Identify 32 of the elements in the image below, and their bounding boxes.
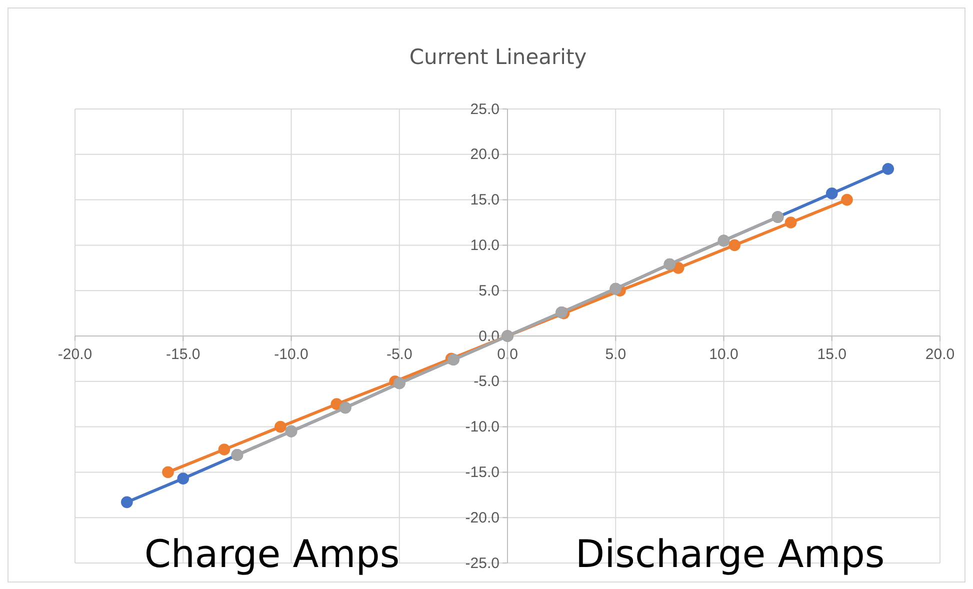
x-tick-label: 5.0 xyxy=(605,346,626,363)
point xyxy=(162,466,174,478)
y-tick-label: 15.0 xyxy=(470,192,500,209)
x-tick-label: -5.0 xyxy=(386,346,412,363)
point xyxy=(728,239,740,252)
x-tick-label: 20.0 xyxy=(925,346,955,363)
y-tick-label: 20.0 xyxy=(470,146,500,164)
point xyxy=(274,420,286,433)
point xyxy=(120,496,133,508)
y-tick-label: -5.0 xyxy=(474,373,500,390)
x-tick-label: 10.0 xyxy=(709,346,738,363)
y-tick-label: 25.0 xyxy=(470,100,500,118)
annotation: Charge Amps xyxy=(144,532,400,576)
point xyxy=(177,472,190,484)
point xyxy=(882,163,894,175)
y-tick-label: 10.0 xyxy=(470,237,500,254)
annotation: Discharge Amps xyxy=(575,532,885,576)
point xyxy=(218,444,230,456)
point xyxy=(826,188,838,200)
x-tick-label: 0.0 xyxy=(497,346,518,363)
x-tick-label: -15.0 xyxy=(166,346,200,363)
y-tick-label: -10.0 xyxy=(465,418,500,436)
point xyxy=(784,216,797,228)
x-tick-label: 15.0 xyxy=(817,346,846,363)
y-tick-label: -15.0 xyxy=(465,464,500,481)
x-tick-label: -20.0 xyxy=(58,346,92,363)
chart-title: Current Linearity xyxy=(409,45,587,69)
y-tick-label: 5.0 xyxy=(478,282,500,300)
y-tick-label: -20.0 xyxy=(465,509,500,526)
x-tick-label: -10.0 xyxy=(274,346,308,363)
y-tick-label: -25.0 xyxy=(465,554,500,572)
point xyxy=(841,194,853,206)
